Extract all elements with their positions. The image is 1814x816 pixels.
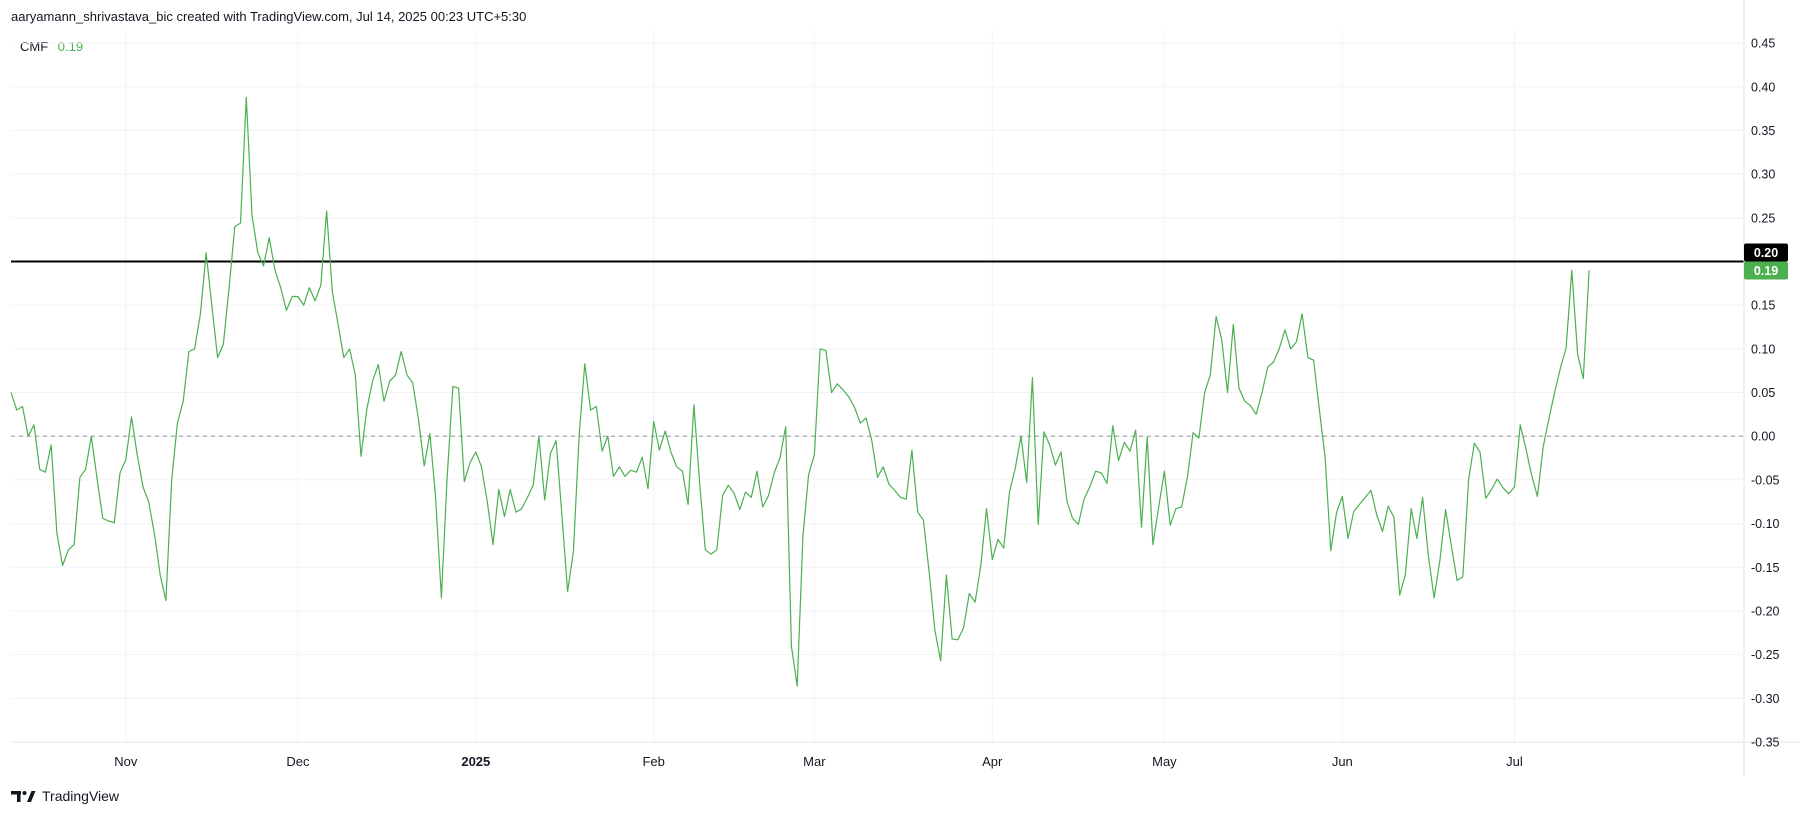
x-tick-label: Mar xyxy=(803,754,826,769)
y-tick-label: -0.35 xyxy=(1751,736,1780,750)
y-tick-label: 0.05 xyxy=(1751,386,1775,400)
x-tick-label: Jun xyxy=(1332,754,1353,769)
footer-brand-text: TradingView xyxy=(42,788,120,804)
series-line-cmf xyxy=(10,96,1590,687)
y-tick-label: 0.35 xyxy=(1751,124,1775,138)
y-tick-label: 0.40 xyxy=(1751,80,1775,94)
x-tick-label: May xyxy=(1152,754,1177,769)
y-tick-label: -0.10 xyxy=(1751,517,1780,531)
y-tick-label: 0.00 xyxy=(1751,430,1775,444)
y-tick-label: -0.20 xyxy=(1751,604,1780,618)
price-badges: 0.20 0.19 xyxy=(1744,243,1788,280)
y-tick-label: -0.15 xyxy=(1751,561,1780,575)
x-tick-label: Feb xyxy=(642,754,664,769)
attribution-text: aaryamann_shrivastava_bic created with T… xyxy=(11,9,527,24)
last-value-badge: 0.19 xyxy=(1744,261,1788,280)
x-tick-label: Apr xyxy=(982,754,1003,769)
time-axis[interactable]: Nov Dec 2025 Feb Mar Apr May Jun Jul xyxy=(114,754,1523,769)
y-tick-label: -0.25 xyxy=(1751,648,1780,662)
tradingview-logo-icon xyxy=(11,791,36,802)
reference-value-badge: 0.20 xyxy=(1744,243,1788,262)
x-tick-label: Nov xyxy=(114,754,138,769)
x-tick-label: 2025 xyxy=(461,754,490,769)
y-tick-label: 0.15 xyxy=(1751,299,1775,313)
y-tick-label: 0.25 xyxy=(1751,211,1775,225)
y-tick-label: 0.30 xyxy=(1751,168,1775,182)
y-tick-label: -0.05 xyxy=(1751,473,1780,487)
last-value-badge-bg xyxy=(1744,261,1788,280)
price-axis[interactable]: 0.45 0.40 0.35 0.30 0.25 0.20 0.15 0.10 0.05 0.00… xyxy=(1751,37,1780,750)
last-value-badge-text: 0.19 xyxy=(1754,264,1778,278)
x-tick-label: Jul xyxy=(1506,754,1523,769)
x-tick-label: Dec xyxy=(286,754,310,769)
footer-brand[interactable]: TradingView xyxy=(11,788,119,804)
series-layer xyxy=(10,96,1590,687)
reference-value-badge-text: 0.20 xyxy=(1754,246,1778,260)
y-tick-label: 0.10 xyxy=(1751,342,1775,356)
grid xyxy=(11,30,1744,743)
y-tick-label: -0.30 xyxy=(1751,692,1780,706)
y-tick-label: 0.45 xyxy=(1751,37,1775,51)
reference-value-badge-bg xyxy=(1744,243,1788,262)
cmf-chart[interactable]: 0.45 0.40 0.35 0.30 0.25 0.20 0.15 0.10 0.05 0.00… xyxy=(0,0,1814,780)
